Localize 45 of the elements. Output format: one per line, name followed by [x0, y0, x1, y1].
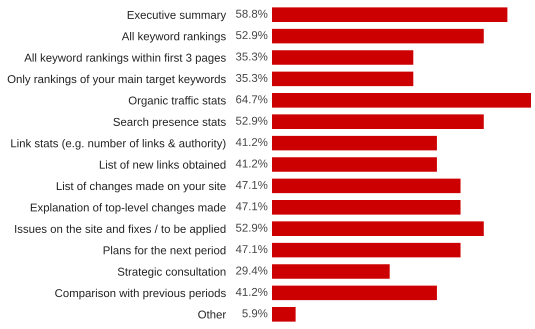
bar [272, 93, 531, 108]
data-label: 52.9% [236, 31, 268, 40]
y-tick-label: Link stats (e.g. number of links & authority) [11, 138, 226, 150]
bar [272, 178, 461, 194]
data-label: 41.2% [236, 159, 268, 168]
bar [272, 221, 484, 236]
data-label: 35.3% [236, 74, 268, 82]
data-label: 41.2% [236, 288, 268, 296]
y-tick-label: All keyword rankings within first 3 pages [24, 53, 226, 64]
bar [272, 264, 390, 279]
bar [272, 114, 484, 129]
bar [272, 307, 296, 322]
data-label: 52.9% [236, 116, 268, 125]
data-label: 58.8% [236, 10, 268, 18]
y-tick-label: Comparison with previous periods [55, 288, 226, 300]
data-label: 29.4% [236, 266, 268, 275]
y-tick-label: Strategic consultation [118, 267, 226, 278]
y-tick-label: Issues on the site and fixes / to be applied [15, 224, 226, 236]
y-tick-label: Other [198, 310, 226, 319]
y-tick-label: Explanation of top-level changes made [30, 203, 226, 214]
y-tick-label: Only rankings of your main target keywords [8, 74, 226, 86]
bar [272, 242, 461, 258]
bar [272, 157, 437, 172]
bar [272, 7, 508, 22]
y-tick-label: Plans for the next period [104, 246, 226, 257]
data-label: 41.2% [236, 138, 268, 146]
bar [272, 136, 437, 150]
bar [272, 28, 484, 44]
bar [272, 72, 414, 86]
data-label: 52.9% [236, 224, 268, 232]
data-label: 47.1% [236, 180, 268, 189]
y-tick-label: Executive summary [128, 10, 226, 22]
bar [272, 50, 414, 65]
bar [272, 286, 437, 300]
y-tick-label: List of new links obtained [100, 160, 226, 169]
y-tick-label: List of changes made on your site [56, 182, 226, 192]
data-label: 5.9% [242, 309, 268, 318]
bar [272, 200, 461, 215]
data-label: 64.7% [236, 95, 268, 104]
y-tick-label: Search presence stats [113, 118, 226, 128]
data-label: 47.1% [236, 245, 268, 254]
data-label: 35.3% [236, 52, 268, 61]
y-tick-label: All keyword rankings [122, 32, 226, 43]
data-label: 47.1% [236, 202, 268, 210]
y-tick-label: Organic traffic stats [128, 96, 226, 107]
